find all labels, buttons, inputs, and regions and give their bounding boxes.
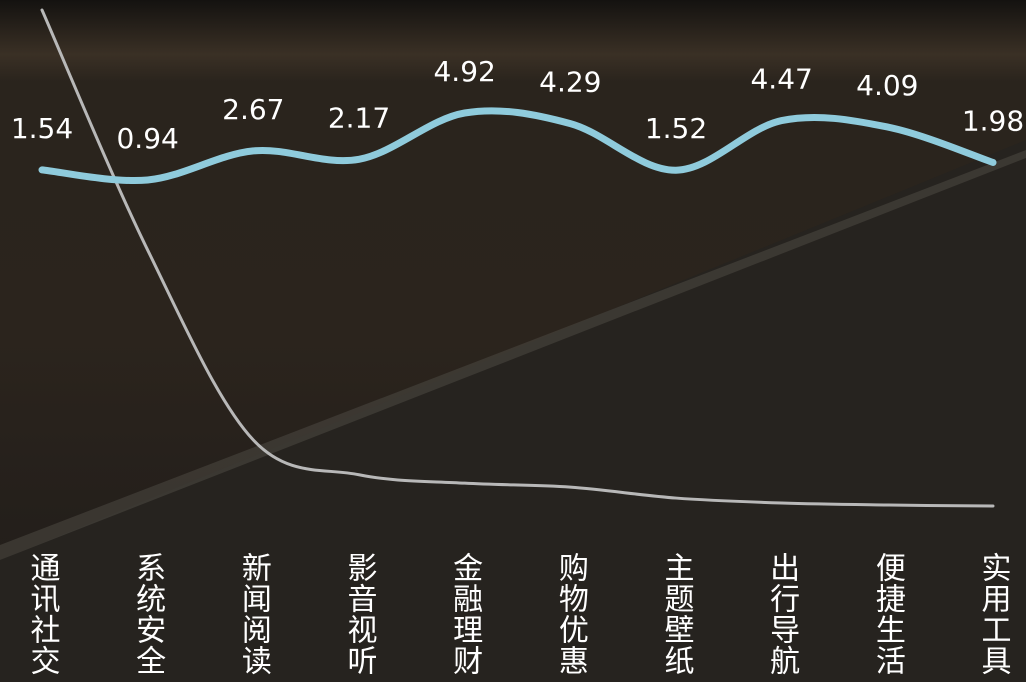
- value-label: 1.54: [11, 112, 73, 145]
- value-label: 0.94: [116, 122, 178, 155]
- value-label: 1.98: [962, 104, 1024, 137]
- line-series: [38, 107, 997, 185]
- x-tick-label: 新闻阅读: [236, 552, 271, 676]
- x-tick-label: 主题壁纸: [659, 552, 695, 676]
- x-tick-label: 影音视听: [342, 552, 377, 676]
- value-label: 2.17: [328, 101, 390, 134]
- x-tick-label: 出行导航: [764, 552, 800, 676]
- x-tick-label: 购物优惠: [553, 552, 589, 676]
- value-label: 2.67: [222, 93, 284, 126]
- x-tick-label: 金融理财: [447, 552, 483, 676]
- x-tick-label: 便捷生活: [870, 552, 906, 676]
- x-tick-label: 系统安全: [130, 552, 166, 676]
- road: [0, 140, 1026, 682]
- line-series: [40, 8, 995, 508]
- road-stripe: [0, 150, 1026, 560]
- value-label: 1.52: [645, 112, 707, 145]
- value-label: 4.29: [539, 66, 601, 99]
- value-label: 4.92: [433, 55, 495, 88]
- x-tick-label: 通讯社交: [25, 552, 61, 676]
- value-label: 4.09: [856, 69, 918, 102]
- x-tick-label: 实用工具: [976, 552, 1012, 676]
- plot: 1.54 0.94 2.67 2.17 4.92 4.29 1.52 4.47 4.09 1.98…: [11, 8, 1024, 676]
- value-label: 4.47: [750, 63, 812, 96]
